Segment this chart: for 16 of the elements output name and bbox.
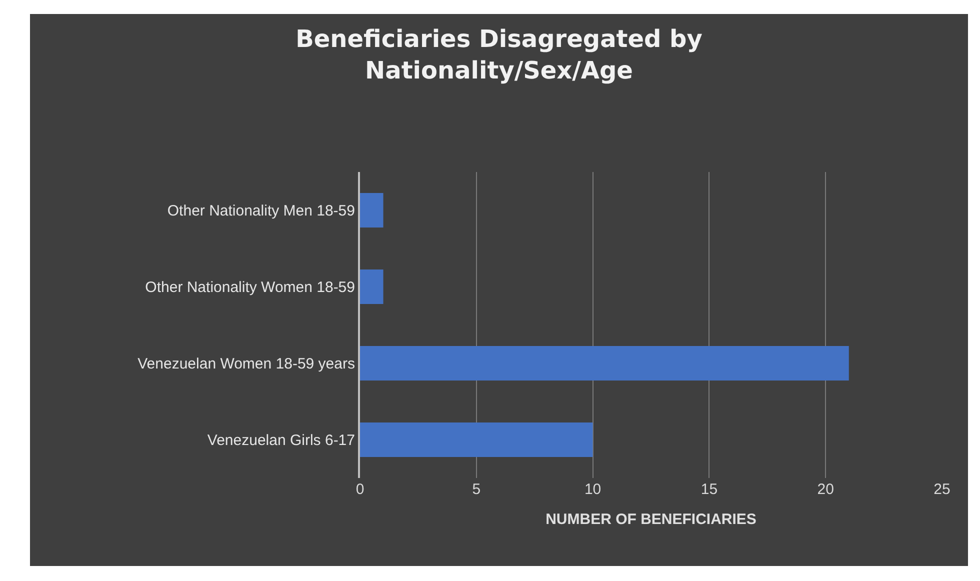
x-tick-label: 0 [356,481,364,498]
x-tick-label: 10 [584,481,602,498]
bar [360,346,849,380]
y-tick-label: Other Nationality Women 18-59 [145,279,355,296]
bar [360,193,384,228]
x-axis-title: NUMBER OF BENEFICIARIES [546,511,756,528]
bar [360,270,384,304]
x-tick-label: 5 [472,481,481,498]
y-tick-label: Venezuelan Women 18-59 years [138,356,355,372]
x-tick-label: 25 [934,481,950,498]
x-tick-label: 15 [700,481,718,498]
y-tick-label: Venezuelan Girls 6-17 [207,432,355,449]
chart-title: Beneficiaries Disagregated by Nationality/Sex/Age [296,25,703,84]
y-tick-label: Other Nationality Men 18-59 [167,202,355,220]
bar [360,422,593,457]
x-tick-label: 20 [817,481,834,498]
